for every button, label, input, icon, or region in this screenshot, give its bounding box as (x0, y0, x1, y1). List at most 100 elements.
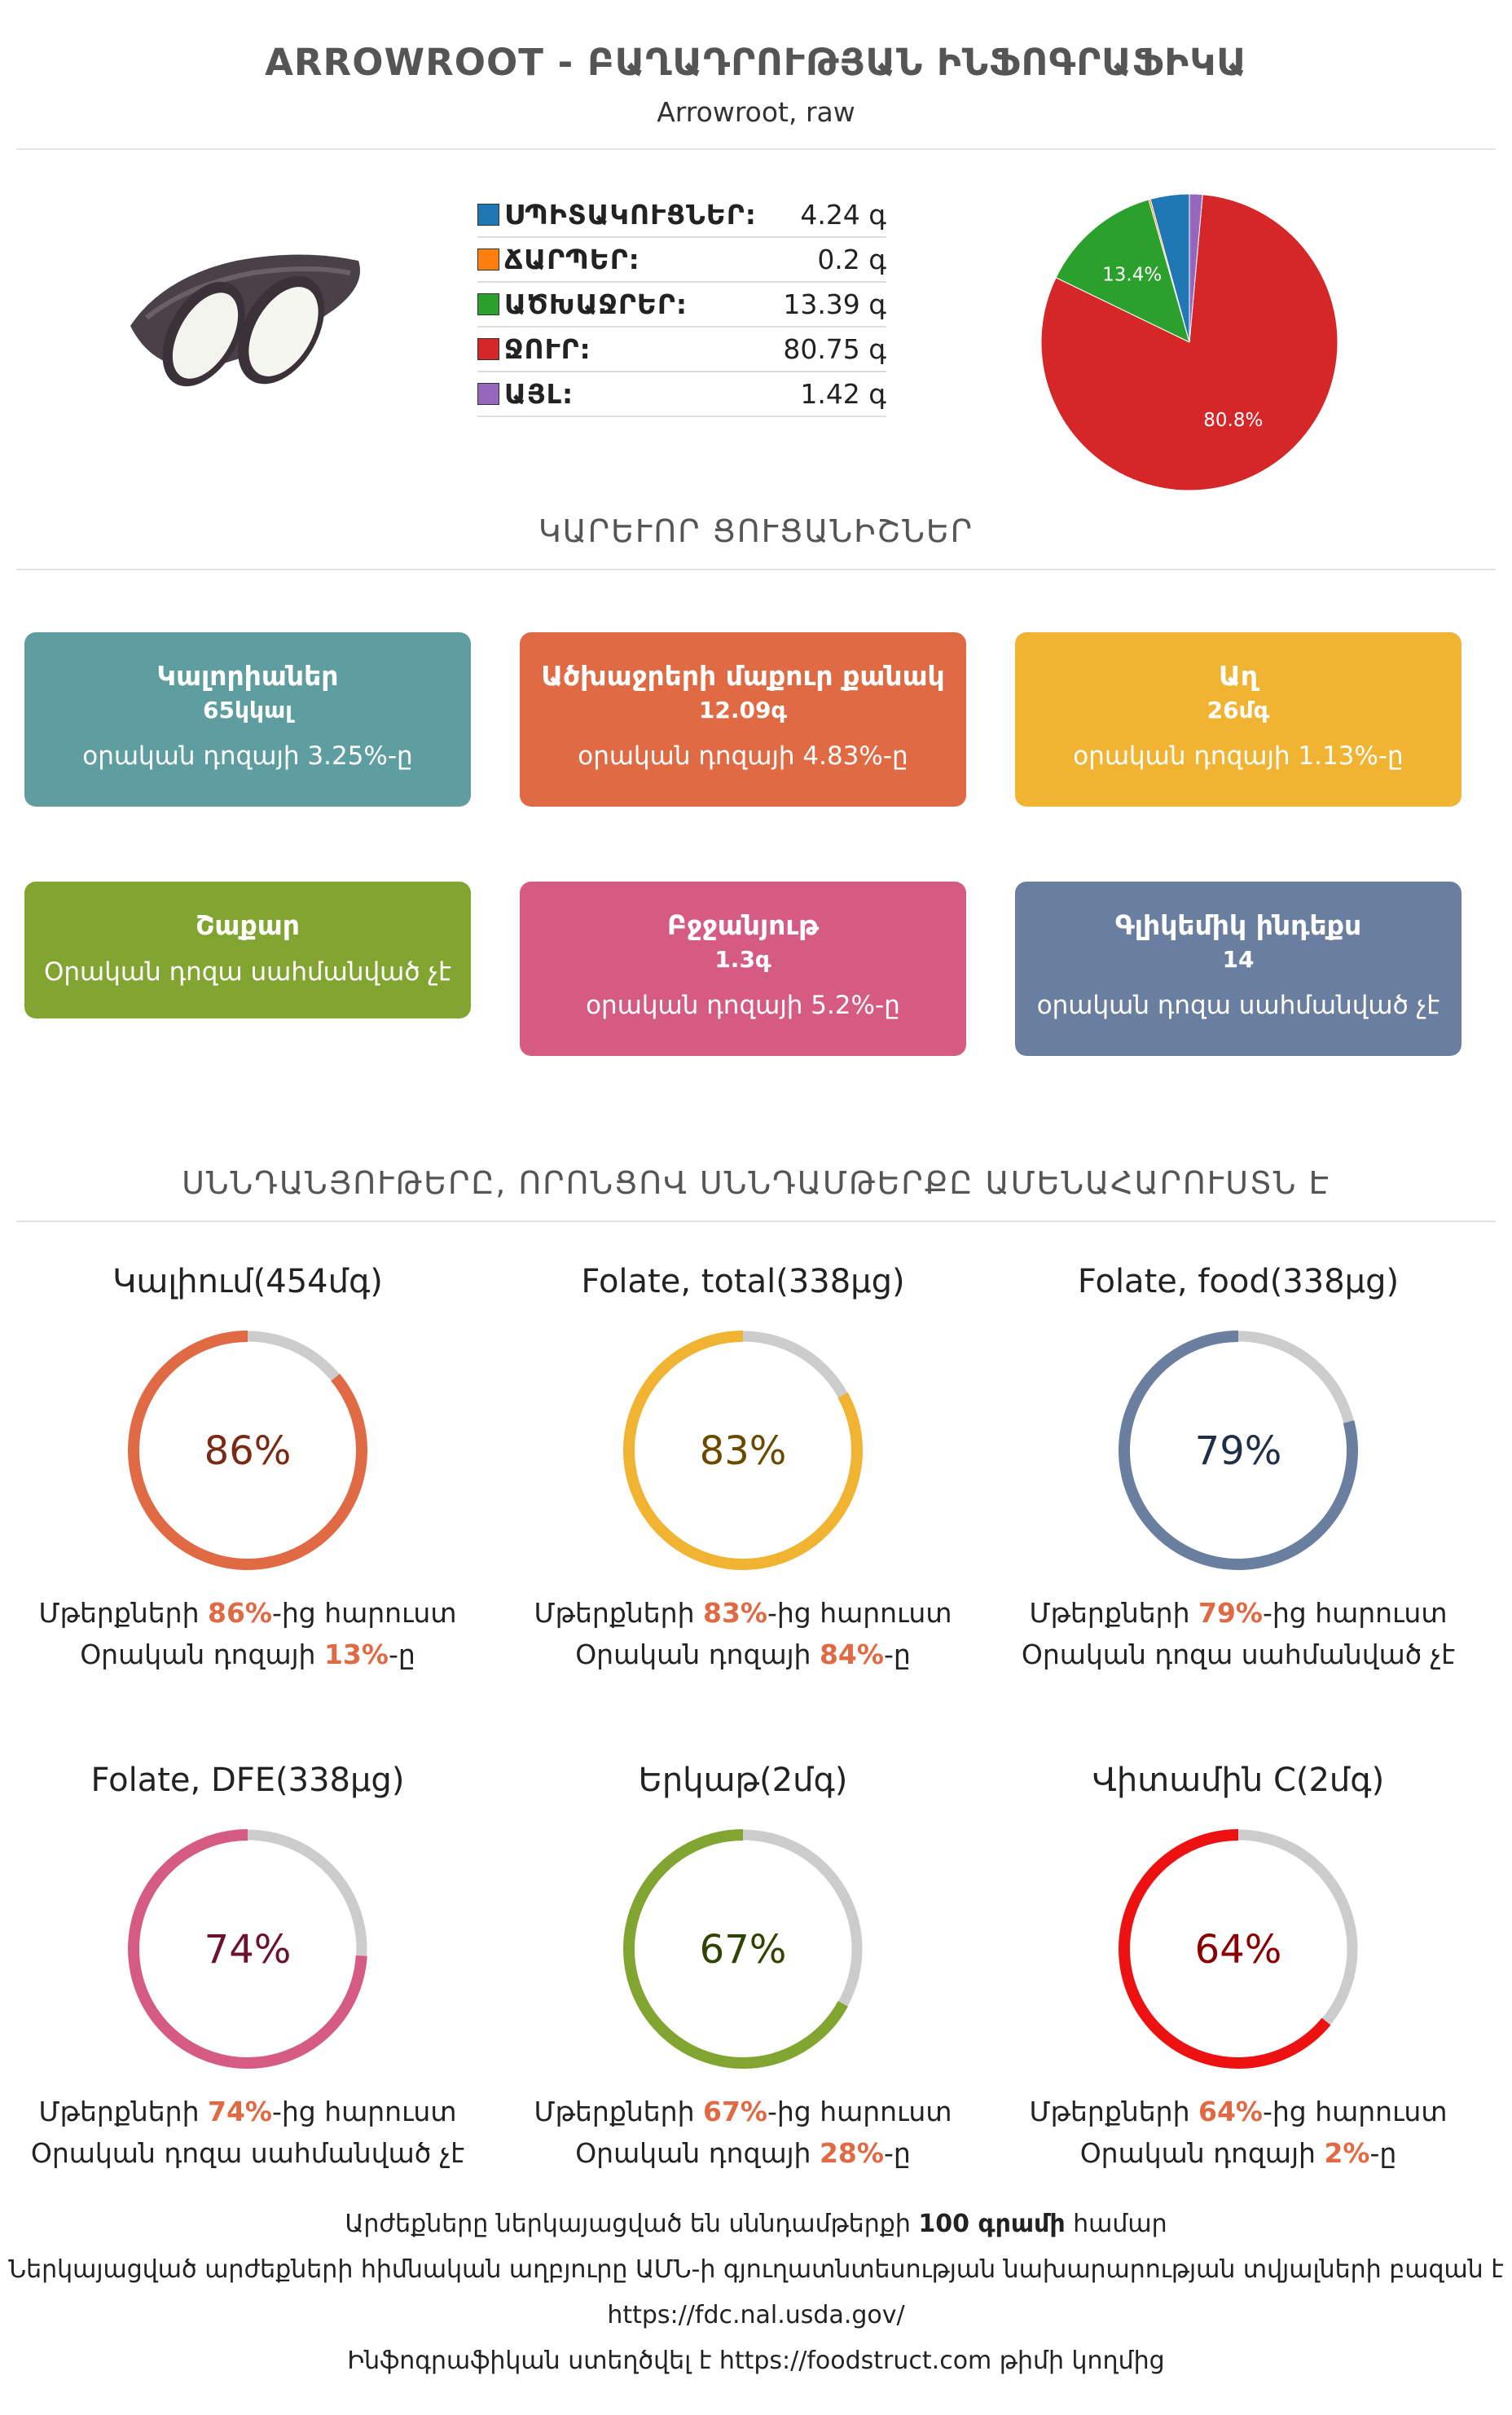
macro-row-water: ՋՈՒՐ: 80.75 գ (477, 328, 886, 372)
macro-name: ՋՈՒՐ: (504, 333, 591, 365)
card-calories: Կալորիաներ 65կկալ օրական դոզայի 3.25%-ը (24, 632, 471, 807)
line-text: -ից հարուստ (1262, 1597, 1448, 1629)
line-highlight: 86% (207, 1597, 272, 1629)
card-note: օրական դոզայի 3.25%-ը (82, 741, 413, 771)
key-indicators-heading: ԿԱՐԵՒՈՐ ՑՈՒՑԱՆԻՇՆԵՐ (538, 513, 974, 549)
nutrient-daily-line: Օրական դոզա սահմանված չէ (994, 1639, 1483, 1670)
nutrient-rank-line: Մթերքների 83%-ից հարուստ (499, 1597, 987, 1629)
nutrient-title: Կալիում(454մգ) (112, 1263, 383, 1300)
page-title: ARROWROOT - ԲԱՂԱԴՐՈՒԹՅԱՆ ԻՆՖՈԳՐԱՖԻԿԱ (265, 41, 1247, 84)
card-title: Աղ (1218, 660, 1259, 692)
macro-value: 4.24 գ (800, 199, 886, 231)
card-note: օրական դոզա սահմանված չէ (1036, 991, 1440, 1020)
nutrient-title: Folate, food(338µg) (1077, 1263, 1400, 1300)
ring-percent-label: 74% (204, 1927, 292, 1973)
card-title: Շաքար (196, 909, 300, 941)
line-text: Օրական դոզայի (1079, 2137, 1325, 2169)
footer-credit: Ինֆոգրաֆիկան ստեղծվել է https://foodstru… (347, 2347, 1165, 2375)
line-text: Մթերքների (38, 1597, 208, 1629)
card-net-carbs: Ածխաջրերի մաքուր քանակ 12.09գ օրական դոզ… (520, 632, 966, 807)
pie-slice-label: 13.4% (1102, 264, 1162, 285)
macro-value: 0.2 գ (817, 244, 886, 275)
ring-progress (623, 1829, 863, 2069)
card-title: Կալորիաներ (156, 660, 339, 692)
line-text: Օրական դոզա սահմանված չէ (1021, 1639, 1456, 1670)
line-text: Օրական դոզայի (575, 1639, 820, 1670)
ring-percent-label: 83% (700, 1428, 787, 1474)
ring-progress (623, 1331, 863, 1570)
card-value: 12.09գ (698, 697, 788, 724)
line-highlight: 64% (1198, 2096, 1263, 2127)
ring-progress (128, 1331, 367, 1570)
nutrient-title: Վիտամին C(2մգ) (1092, 1762, 1385, 1799)
divider (16, 1221, 1496, 1222)
card-value: 1.3գ (714, 946, 771, 973)
rich-nutrients-heading: ՍՆՆԴԱՆՅՈՒԹԵՐԸ, ՈՐՈՆՑՈՎ ՍՆՆԴԱՄԹԵՐՔԸ ԱՄԵՆԱ… (182, 1165, 1330, 1201)
nutrient-rank-line: Մթերքների 86%-ից հարուստ (3, 1597, 492, 1629)
nutrient-daily-line: Օրական դոզայի 2%-ը (994, 2137, 1483, 2169)
ring-percent-label: 86% (204, 1428, 292, 1474)
footer-text: Արժեքները ներկայացված են սննդամթերքի (345, 2210, 919, 2238)
nutrient-daily-line: Օրական դոզայի 13%-ը (3, 1639, 492, 1670)
card-salt: Աղ 26մգ օրական դոզայի 1.13%-ը (1015, 632, 1461, 807)
nutrient-daily-line: Օրական դոզայի 28%-ը (499, 2137, 987, 2169)
card-title: Ածխաջրերի մաքուր քանակ (541, 660, 945, 692)
macro-name: ԱՅԼ: (504, 378, 574, 410)
line-highlight: 83% (702, 1597, 767, 1629)
macro-name: ՃԱՐՊԵՐ: (504, 244, 640, 275)
nutrient-daily-line: Օրական դոզայի 84%-ը (499, 1639, 987, 1670)
nutrient-ring: 83% (623, 1331, 863, 1570)
carbs-swatch (477, 293, 499, 315)
nutrient-rank-line: Մթերքների 67%-ից հարուստ (499, 2096, 987, 2127)
footer-note: Արժեքները ներկայացված են սննդամթերքի 100… (0, 2210, 1512, 2238)
nutrient-rank-line: Մթերքների 64%-ից հարուստ (994, 2096, 1483, 2127)
line-text: Մթերքների (534, 1597, 703, 1629)
fat-swatch (477, 249, 499, 271)
card-note: օրական դոզայի 4.83%-ը (578, 741, 908, 771)
ring-percent-label: 64% (1195, 1927, 1282, 1973)
nutrient-title: Երկաթ(2մգ) (638, 1762, 848, 1799)
macro-row-carbs: ԱԾԽԱՋՐԵՐ: 13.39 գ (477, 283, 886, 328)
nutrient-ring: 64% (1119, 1829, 1358, 2069)
card-glycemic-index: Գլիկեմիկ ինդեքս 14 օրական դոզա սահմանված… (1015, 882, 1461, 1056)
page-subtitle: Arrowroot, raw (657, 96, 855, 128)
card-value: 65կկալ (203, 697, 292, 724)
macro-pie-chart: 13.4% 80.8% (1040, 193, 1338, 491)
footer-source: Ներկայացված արժեքների հիմնական աղբյուրը … (8, 2255, 1504, 2284)
divider (16, 148, 1496, 150)
nutrient-title: Folate, total(338µg) (581, 1263, 905, 1300)
other-swatch (477, 383, 499, 405)
card-value: 14 (1222, 946, 1255, 973)
line-text: -ից հարուստ (767, 1597, 952, 1629)
nutrient-ring: 86% (128, 1331, 367, 1570)
line-text: -ից հարուստ (271, 1597, 457, 1629)
macro-value: 13.39 գ (783, 288, 886, 320)
protein-swatch (477, 204, 499, 226)
line-highlight: 74% (207, 2096, 272, 2127)
macro-row-other: ԱՅԼ: 1.42 գ (477, 372, 886, 417)
card-note: օրական դոզայի 5.2%-ը (586, 991, 900, 1020)
water-swatch (477, 338, 499, 360)
line-highlight: 13% (323, 1639, 389, 1670)
ring-progress (1119, 1331, 1358, 1570)
nutrient-ring: 79% (1119, 1331, 1358, 1570)
line-text: Մթերքների (1029, 1597, 1198, 1629)
card-sugar: Շաքար Օրական դոզա սահմանված չէ (24, 882, 471, 1018)
macro-name: ԱԾԽԱՋՐԵՐ: (504, 288, 688, 320)
line-text: Օրական դոզա սահմանված չէ (30, 2137, 465, 2169)
line-text: Օրական դոզայի (575, 2137, 820, 2169)
line-text: -ը (388, 1639, 415, 1670)
footer-link-usda[interactable]: https://fdc.nal.usda.gov/ (607, 2301, 905, 2329)
ring-progress (1119, 1829, 1358, 2069)
footer-bold: 100 գրամի (918, 2210, 1066, 2238)
macro-row-protein: ՍՊԻՏԱԿՈՒՑՆԵՐ: 4.24 գ (477, 193, 886, 238)
line-text: Օրական դոզայի (80, 1639, 324, 1670)
line-text: -ից հարուստ (271, 2096, 457, 2127)
line-highlight: 79% (1198, 1597, 1263, 1629)
pie-slice (1055, 199, 1190, 343)
line-text: Մթերքների (534, 2096, 703, 2127)
line-text: -ը (883, 1639, 911, 1670)
macro-value: 80.75 գ (783, 333, 886, 365)
line-highlight: 84% (819, 1639, 884, 1670)
nutrient-ring: 74% (128, 1829, 367, 2069)
